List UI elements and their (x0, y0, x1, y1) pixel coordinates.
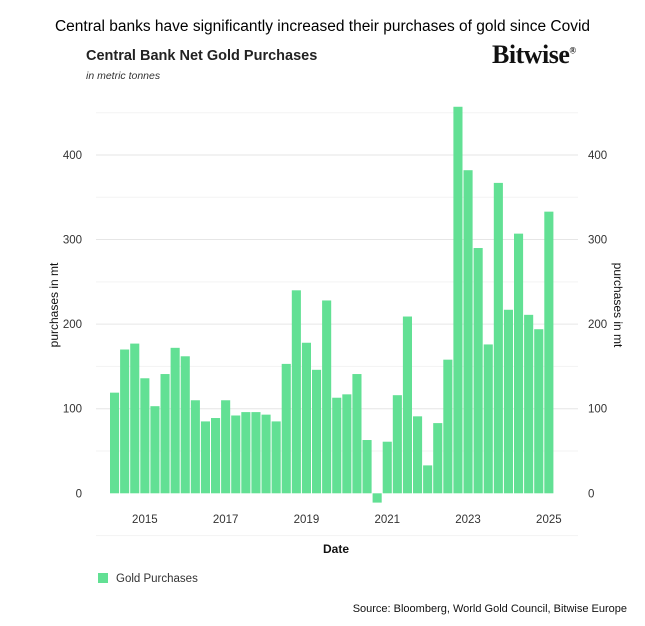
bar-2021-Q2 (392, 395, 402, 494)
bar-2024-Q1 (503, 309, 513, 494)
bar-2020-Q3 (362, 440, 372, 494)
y-tick-label-right: 300 (588, 235, 607, 247)
bar-2018-Q2 (271, 421, 281, 494)
bar-2015-Q1 (140, 378, 150, 494)
x-axis-label: Date (323, 542, 349, 556)
bar-2023-Q1 (463, 170, 473, 494)
bar-2025-Q1 (544, 211, 554, 494)
bar-2014-Q2 (110, 392, 120, 494)
x-tick-label: 2023 (455, 514, 481, 526)
bar-2023-Q3 (483, 344, 493, 494)
y-axis-label-left: purchases in mt (47, 262, 61, 347)
x-tick-label: 2019 (294, 514, 320, 526)
bar-2020-Q2 (352, 374, 362, 494)
bar-2020-Q1 (342, 394, 352, 494)
legend-label: Gold Purchases (116, 573, 198, 585)
bar-2022-Q4 (453, 106, 463, 494)
bar-2019-Q3 (322, 300, 332, 494)
y-tick-label-left: 300 (63, 235, 82, 247)
bar-2021-Q3 (402, 316, 412, 494)
bar-2018-Q4 (291, 290, 301, 494)
source-note: Source: Bloomberg, World Gold Council, B… (352, 603, 627, 615)
bar-2016-Q1 (180, 356, 190, 494)
bar-2019-Q4 (332, 397, 342, 494)
chart-subtitle: in metric tonnes (86, 70, 161, 82)
bar-2023-Q4 (493, 182, 503, 494)
x-tick-label: 2017 (213, 514, 239, 526)
bar-2017-Q3 (241, 412, 251, 494)
bar-2016-Q3 (200, 421, 210, 494)
chart-title: Central Bank Net Gold Purchases (86, 48, 318, 64)
bar-2022-Q2 (433, 423, 443, 494)
bar-2017-Q1 (221, 400, 231, 494)
bar-2014-Q4 (130, 343, 140, 494)
y-axis-label-right: purchases in mt (611, 263, 625, 348)
bar-2020-Q4 (372, 493, 382, 503)
bar-2019-Q1 (301, 342, 311, 494)
bar-2017-Q2 (231, 415, 241, 494)
bar-2016-Q2 (190, 400, 200, 494)
bar-2022-Q3 (443, 359, 453, 494)
bar-2024-Q4 (534, 329, 544, 494)
bar-2015-Q4 (170, 347, 180, 494)
bar-2024-Q2 (514, 233, 524, 494)
bar-2015-Q3 (160, 374, 170, 494)
y-tick-label-right: 100 (588, 404, 607, 416)
bar-2018-Q3 (281, 363, 291, 494)
bar-2019-Q2 (312, 369, 322, 494)
y-tick-label-right: 400 (588, 150, 607, 162)
bar-2018-Q1 (261, 414, 271, 494)
bar-2022-Q1 (423, 465, 433, 494)
bar-2015-Q2 (150, 406, 160, 494)
bar-2016-Q4 (211, 418, 221, 494)
x-tick-label: 2021 (374, 514, 400, 526)
y-tick-label-right: 0 (588, 488, 594, 500)
bar-2024-Q3 (524, 314, 534, 494)
bar-2021-Q4 (413, 416, 423, 494)
bar-2023-Q2 (473, 248, 483, 494)
y-tick-label-left: 200 (63, 319, 82, 331)
bar-2017-Q4 (251, 412, 261, 494)
y-tick-label-left: 0 (76, 488, 82, 500)
bitwise-logo: Bitwise® (492, 40, 576, 69)
bar-2021-Q1 (382, 441, 392, 494)
headline: Central banks have significantly increas… (54, 18, 591, 35)
logo-text: Bitwise (492, 40, 570, 69)
y-tick-label-right: 200 (588, 319, 607, 331)
y-tick-label-left: 400 (63, 150, 82, 162)
x-tick-label: 2015 (132, 514, 158, 526)
legend-swatch (98, 573, 108, 583)
bar-2014-Q3 (120, 349, 130, 494)
x-tick-label: 2025 (536, 514, 562, 526)
y-tick-label-left: 100 (63, 404, 82, 416)
